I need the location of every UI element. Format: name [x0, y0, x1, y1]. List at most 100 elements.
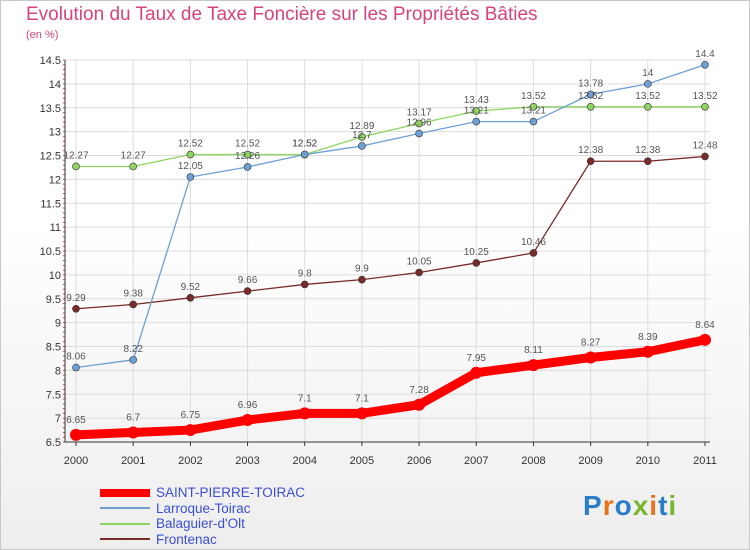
data-label: 13.78	[578, 78, 603, 89]
data-label: 12.48	[692, 140, 717, 151]
data-label: 13.21	[521, 106, 546, 117]
data-point	[641, 345, 654, 358]
data-label: 12.89	[349, 121, 374, 132]
x-tick-label: 2009	[578, 455, 602, 467]
data-label: 7.28	[409, 385, 429, 396]
data-label: 9.66	[238, 275, 258, 286]
data-label: 13.52	[578, 91, 603, 102]
legend-label: Frontenac	[156, 531, 217, 547]
legend-item: Frontenac	[100, 532, 305, 548]
y-tick-label: 13.5	[40, 103, 61, 115]
y-tick-label: 9.5	[46, 294, 61, 306]
data-point	[529, 249, 538, 257]
y-tick-label: 14	[49, 79, 61, 91]
y-tick-label: 7.5	[46, 389, 61, 401]
legend-item: Balaguier-d'Olt	[100, 516, 305, 532]
x-tick-label: 2006	[407, 455, 431, 467]
data-label: 13.21	[464, 106, 489, 117]
data-point	[127, 426, 140, 439]
data-point	[529, 117, 538, 126]
data-label: 8.11	[524, 345, 543, 356]
data-label: 8.64	[695, 320, 715, 331]
data-label: 8.22	[123, 344, 143, 355]
data-point	[70, 428, 82, 441]
data-label: 12.27	[63, 150, 88, 161]
x-tick-label: 2008	[521, 455, 545, 467]
data-label: 12.96	[407, 118, 432, 129]
y-tick-label: 11	[50, 222, 61, 234]
data-label: 9.8	[298, 268, 312, 279]
unit-label: (en %)	[26, 29, 59, 41]
data-label: 13.52	[521, 91, 546, 102]
data-point	[184, 424, 197, 437]
series-line-0	[71, 335, 710, 440]
y-tick-label: 7	[55, 413, 61, 425]
data-point	[586, 157, 595, 166]
data-label: 12.05	[178, 161, 203, 172]
data-point	[241, 414, 254, 427]
x-tick-label: 2011	[693, 455, 717, 467]
data-point	[701, 152, 709, 161]
legend-label: SAINT-PIERRE-TOIRAC	[156, 485, 306, 501]
data-point	[186, 150, 195, 159]
data-point	[586, 102, 595, 111]
data-label: 8.39	[638, 332, 658, 343]
data-label: 13.17	[407, 108, 432, 119]
x-tick-label: 2007	[464, 455, 488, 467]
data-point	[472, 117, 481, 126]
data-label: 9.52	[181, 282, 201, 293]
y-tick-label: 12	[49, 174, 61, 186]
data-label: 8.27	[581, 337, 601, 348]
y-tick-label: 9	[55, 318, 61, 330]
data-point	[529, 102, 538, 111]
data-point	[72, 304, 80, 313]
data-label: 6.96	[238, 400, 258, 411]
data-label: 9.38	[123, 288, 143, 299]
data-point	[701, 102, 709, 111]
y-tick-label: 12.5	[40, 151, 61, 163]
data-label: 8.06	[66, 352, 86, 363]
data-point	[72, 162, 80, 171]
y-tick-label: 10.5	[40, 246, 61, 258]
data-point	[129, 162, 137, 171]
x-tick-label: 2001	[121, 455, 145, 467]
data-point	[355, 407, 368, 420]
y-tick-label: 13	[49, 127, 61, 139]
data-label: 10.46	[521, 237, 546, 248]
data-point	[644, 157, 652, 166]
logo-letter: o	[614, 490, 633, 521]
legend-item: SAINT-PIERRE-TOIRAC	[100, 485, 305, 501]
data-point	[472, 259, 481, 267]
data-point	[470, 366, 483, 379]
data-point	[415, 119, 423, 128]
series-line-3	[75, 155, 706, 310]
data-point	[415, 129, 423, 138]
legend-swatch	[100, 507, 150, 510]
data-label: 14.4	[695, 49, 715, 60]
data-label: 12.7	[352, 130, 372, 141]
y-tick-label: 14.5	[40, 55, 61, 67]
data-point	[472, 107, 481, 115]
y-tick-label: 11.5	[40, 198, 61, 210]
data-point	[243, 163, 252, 171]
legend-label: Balaguier-d'Olt	[156, 516, 245, 532]
data-label: 6.7	[126, 412, 140, 423]
x-tick-label: 2002	[178, 455, 202, 467]
data-point	[586, 90, 595, 99]
data-point	[699, 333, 711, 346]
y-tick-label: 6.5	[46, 437, 61, 449]
data-label: 12.52	[178, 139, 203, 150]
data-point	[72, 363, 80, 372]
x-tick-label: 2003	[235, 455, 259, 467]
legend-swatch	[100, 538, 150, 541]
data-point	[527, 359, 540, 372]
logo-letter: t	[658, 490, 669, 521]
x-tick-label: 2005	[350, 455, 374, 467]
data-label: 12.38	[635, 145, 660, 156]
data-label: 7.1	[298, 393, 312, 404]
data-point	[186, 293, 195, 302]
x-tick-label: 2010	[636, 455, 660, 467]
x-tick-label: 2000	[64, 455, 88, 467]
data-label: 7.1	[355, 393, 369, 404]
logo-letter: i	[668, 490, 678, 521]
